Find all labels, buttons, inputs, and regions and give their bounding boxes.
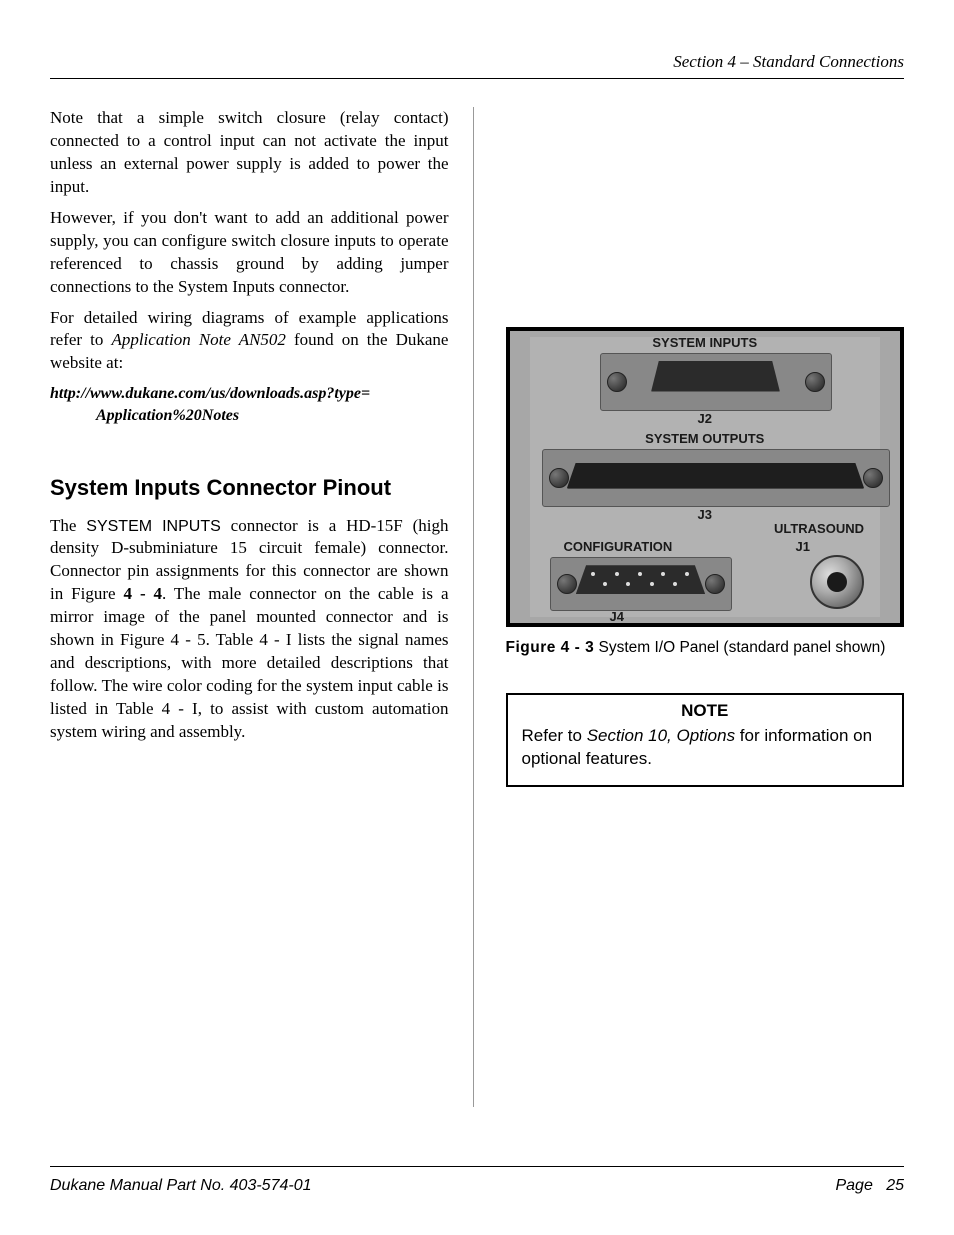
page: Section 4 – Standard Connections Note th… [0, 0, 954, 1235]
caption-rest: System I/O Panel (standard panel shown) [594, 639, 885, 656]
para4-sys-inputs: SYSTEM INPUTS [86, 518, 221, 535]
para3-appnote: Application Note AN502 [111, 330, 285, 349]
label-configuration: CONFIGURATION [564, 539, 673, 554]
figure-caption: Figure 4 - 3 System I/O Panel (standard … [506, 639, 905, 657]
label-system-outputs: SYSTEM OUTPUTS [510, 431, 901, 446]
hd25-connector-icon [567, 463, 865, 489]
note-title: NOTE [508, 695, 903, 725]
note-body-a: Refer to [522, 726, 587, 745]
footer-left: Dukane Manual Part No. 403-574-01 [50, 1177, 312, 1195]
para4-a: The [50, 516, 86, 535]
footer-row: Dukane Manual Part No. 403-574-01 Page 2… [50, 1177, 904, 1195]
url-line-1: http://www.dukane.com/us/downloads.asp?t… [50, 383, 449, 405]
hd15-connector-icon [651, 361, 780, 392]
label-j4: J4 [610, 609, 624, 624]
footer: Dukane Manual Part No. 403-574-01 Page 2… [50, 1166, 904, 1195]
right-column: SYSTEM INPUTS J2 SYSTEM OUTPUTS [502, 107, 905, 1107]
footer-rule [50, 1166, 904, 1167]
two-column-layout: Note that a simple switch closure (relay… [50, 107, 904, 1107]
connector-j4 [550, 557, 732, 611]
footer-right: Page 25 [835, 1177, 904, 1195]
hd15-pins [664, 366, 767, 386]
note-body: Refer to Section 10, Options for informa… [508, 725, 903, 785]
left-column: Note that a simple switch closure (relay… [50, 107, 474, 1107]
url-line-2: Application%20Notes [50, 405, 449, 427]
caption-bold: Figure 4 - 3 [506, 639, 595, 656]
footer-page-label: Page [835, 1177, 872, 1194]
label-j2: J2 [510, 411, 901, 426]
label-j3: J3 [510, 507, 901, 522]
screw-icon [607, 372, 627, 392]
header-rule [50, 78, 904, 79]
paragraph-2: However, if you don't want to add an add… [50, 207, 449, 299]
label-system-inputs: SYSTEM INPUTS [510, 335, 901, 350]
screw-icon [549, 468, 569, 488]
footer-page-number: 25 [886, 1177, 904, 1194]
screw-icon [805, 372, 825, 392]
screw-icon [557, 574, 577, 594]
para4-c: . The male connector on the cable is a m… [50, 584, 449, 741]
header-section-label: Section 4 – Standard Connections [50, 52, 904, 72]
figure-io-panel: SYSTEM INPUTS J2 SYSTEM OUTPUTS [506, 327, 905, 627]
paragraph-4: The SYSTEM INPUTS connector is a HD-15F … [50, 515, 449, 744]
label-ultrasound: ULTRASOUND [774, 521, 864, 536]
label-j1: J1 [796, 539, 810, 554]
right-spacer [506, 107, 905, 327]
screw-icon [705, 574, 725, 594]
paragraph-1: Note that a simple switch closure (relay… [50, 107, 449, 199]
section-heading: System Inputs Connector Pinout [50, 475, 449, 501]
para4-figref: 4 - 4 [124, 584, 163, 603]
screw-icon [863, 468, 883, 488]
note-body-ital: Section 10, Options [587, 726, 735, 745]
bnc-connector-icon [810, 555, 864, 609]
paragraph-3: For detailed wiring diagrams of example … [50, 307, 449, 376]
note-box: NOTE Refer to Section 10, Options for in… [506, 693, 905, 787]
connector-j2 [600, 353, 832, 411]
connector-j3 [542, 449, 890, 507]
de9-connector-icon [576, 565, 706, 594]
